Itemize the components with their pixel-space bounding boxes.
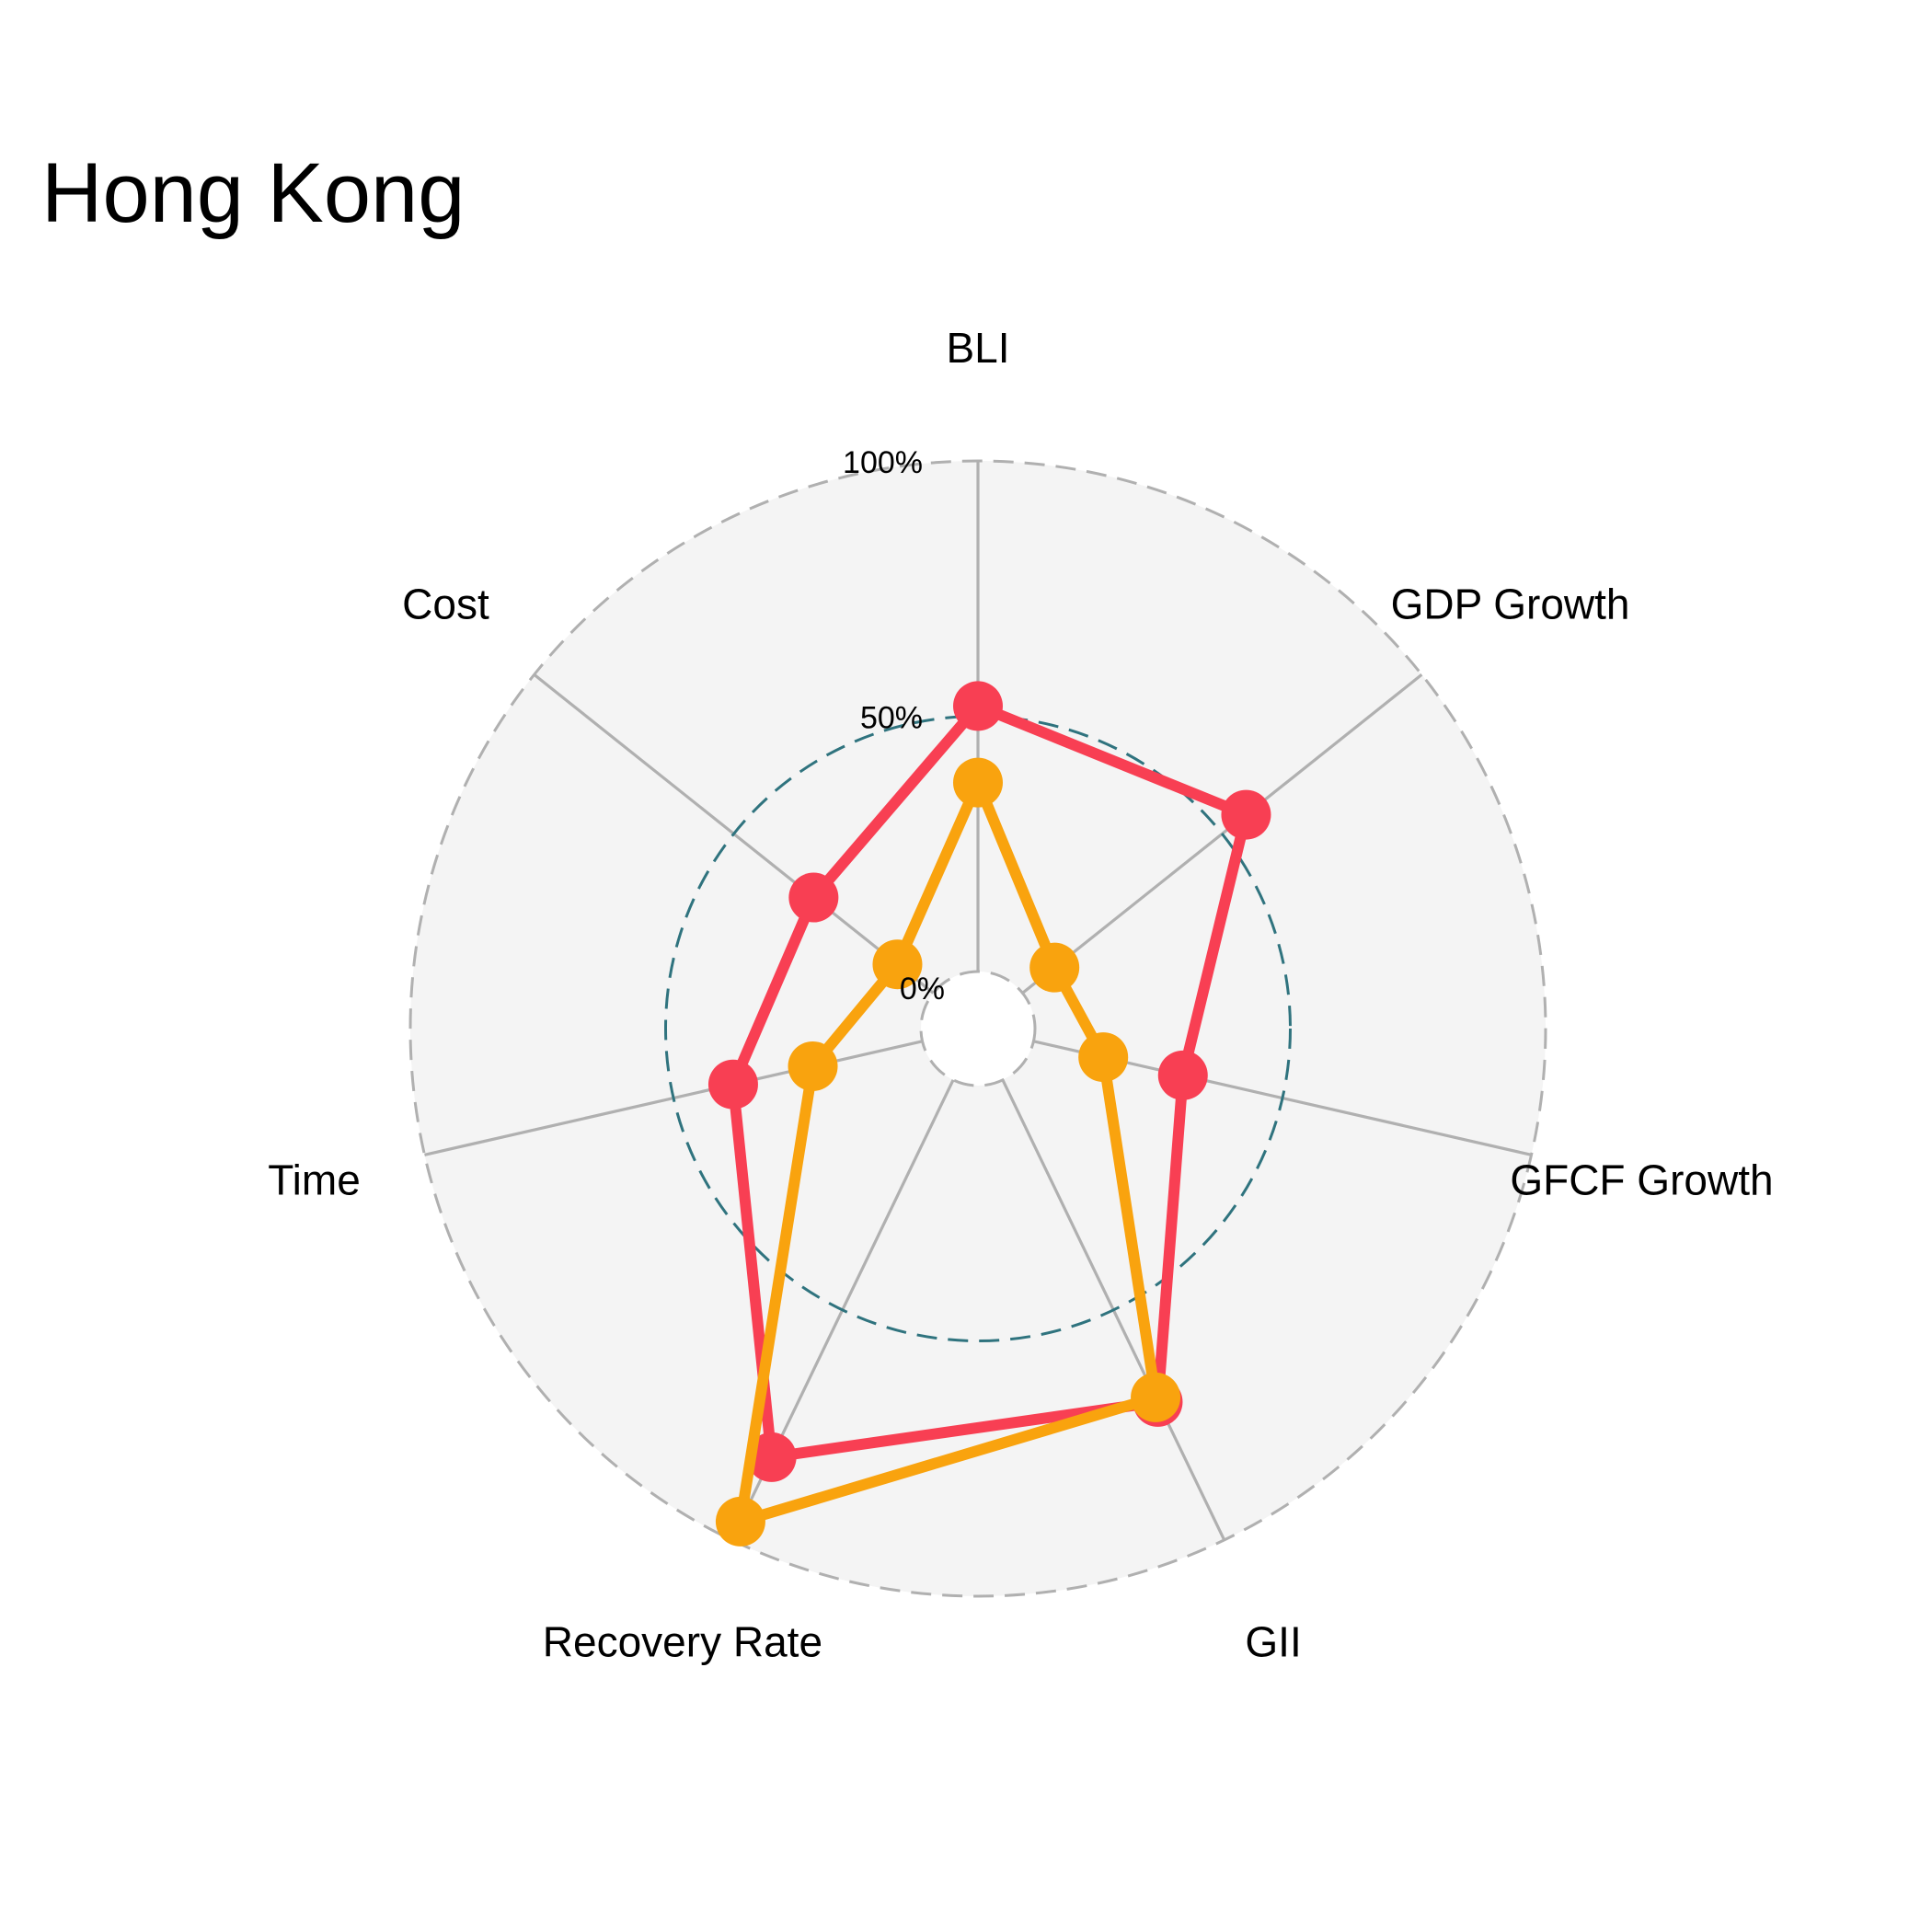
- data-point-gdp-growth: [1221, 789, 1271, 840]
- data-point-gdp-growth: [1029, 942, 1080, 993]
- label-layer: 0% 50% 100% BLI GDP Growth GFCF Growth GII Reco…: [268, 324, 1773, 1666]
- data-point-gfcf-growth: [1157, 1050, 1208, 1100]
- axis-label: GII: [1245, 1618, 1301, 1666]
- data-point-gfcf-growth: [1078, 1032, 1129, 1083]
- data-point-recovery-rate: [715, 1496, 765, 1547]
- data-point-time: [707, 1059, 758, 1110]
- plot-area-fill: [410, 461, 1546, 1596]
- data-point-gii: [1131, 1372, 1181, 1422]
- data-point-bli: [953, 757, 1003, 808]
- axis-label: GDP Growth: [1391, 581, 1630, 628]
- tick-label: 0%: [900, 972, 945, 1006]
- series-2: [715, 757, 1181, 1547]
- chart-title: Hong Kong: [41, 146, 466, 240]
- data-point-cost: [872, 939, 923, 990]
- axis-label: Time: [268, 1156, 361, 1204]
- axis-label: BLI: [946, 324, 1009, 372]
- data-point-time: [788, 1041, 838, 1091]
- plot-background: [410, 461, 1546, 1596]
- data-point-cost: [788, 872, 839, 923]
- data-point-recovery-rate: [746, 1432, 797, 1482]
- spoke-gdp-growth: [1021, 673, 1423, 995]
- series-line: [727, 700, 1252, 1463]
- gridline-0: [919, 970, 1037, 1087]
- gridline-100: [408, 459, 1547, 1598]
- series-layer: [707, 681, 1271, 1547]
- axis-label: Recovery Rate: [543, 1618, 822, 1666]
- tick-label: 100%: [843, 445, 923, 480]
- tick-label: 50%: [860, 701, 923, 736]
- axis-label: GFCF Growth: [1510, 1156, 1773, 1204]
- axis-label: Cost: [402, 581, 489, 628]
- data-point-bli: [953, 681, 1003, 731]
